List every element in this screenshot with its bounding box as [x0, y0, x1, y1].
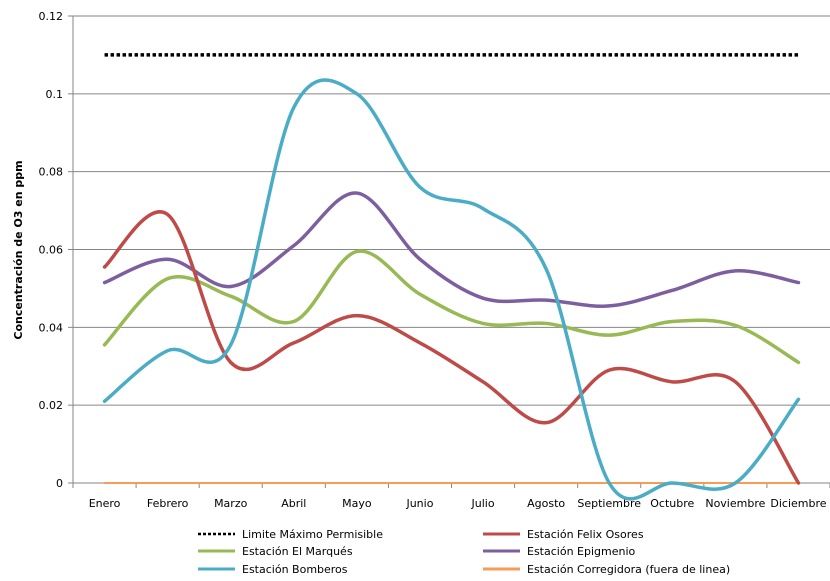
x-tick-label: Junio [405, 497, 433, 510]
x-tick-label: Agosto [527, 497, 565, 510]
y-axis-label: Concentración de O3 en ppm [12, 160, 25, 339]
x-tick-label: Diciembre [770, 497, 826, 510]
y-tick-label: 0.08 [39, 166, 64, 179]
gridlines [68, 15, 830, 488]
x-tick-label: Marzo [214, 497, 248, 510]
x-tick-label: Febrero [147, 497, 189, 510]
x-tick-label: Mayo [342, 497, 372, 510]
y-tick-label: 0.04 [39, 321, 64, 334]
x-tick-label: Septiembre [577, 497, 641, 510]
legend-label-limite-maximo-permisible: Limite Máximo Permisible [242, 528, 383, 541]
y-tick-labels: 0 0.02 0.04 0.06 0.08 0.1 0.12 [39, 10, 64, 490]
y-tick-label: 0.06 [39, 244, 64, 257]
y-tick-label: 0.12 [39, 10, 64, 23]
y-tick-label: 0 [56, 477, 63, 490]
legend-label-estacion-epigmenio: Estación Epigmenio [527, 545, 636, 558]
x-tick-label: Noviembre [705, 497, 765, 510]
series-line-estacion-felix-osores [102, 210, 801, 485]
y-tick-label: 0.02 [39, 399, 64, 412]
series-lines [102, 53, 801, 501]
y-tick-label: 0.1 [46, 88, 64, 101]
x-tick-label: Enero [89, 497, 121, 510]
legend: Limite Máximo Permisible Estación Felix O… [198, 528, 730, 576]
x-tick-labels: Enero Febrero Marzo Abril Mayo Junio Julio Agos… [89, 497, 827, 510]
legend-label-estacion-el-marques: Estación El Marqués [242, 545, 353, 558]
legend-label-estacion-bomberos: Estación Bomberos [242, 563, 348, 576]
legend-label-estacion-corregidora-fuera-de-linea: Estación Corregidora (fuera de linea) [527, 563, 730, 576]
series-line-estacion-bomberos [102, 78, 801, 501]
series-line-estacion-el-marques [102, 249, 801, 365]
x-tick-label: Abril [281, 497, 306, 510]
series-line-estacion-epigmenio [102, 191, 801, 308]
x-tick-label: Julio [471, 497, 495, 510]
legend-label-estacion-felix-osores: Estación Felix Osores [527, 528, 644, 541]
x-tick-label: Octubre [650, 497, 694, 510]
